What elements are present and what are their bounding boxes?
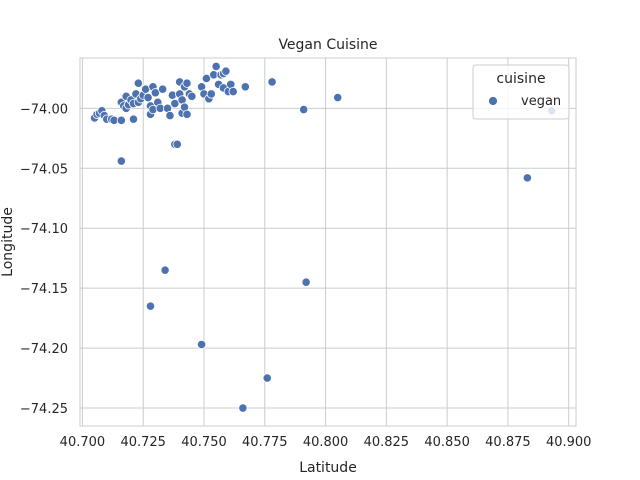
- x-tick-label: 40.825: [364, 435, 410, 450]
- x-tick-label: 40.800: [303, 435, 349, 450]
- data-point: [333, 92, 343, 103]
- legend-box: [472, 64, 570, 120]
- data-point: [228, 86, 238, 97]
- x-axis-label: Latitude: [299, 460, 357, 476]
- data-point: [522, 173, 532, 183]
- data-point: [128, 114, 139, 124]
- data-point: [299, 104, 309, 115]
- x-tick-label: 40.775: [242, 435, 288, 450]
- data-point: [133, 78, 143, 88]
- x-tick-label: 40.900: [546, 435, 592, 450]
- y-tick-label: −74.25: [20, 402, 68, 417]
- legend: cuisine vegan: [472, 64, 570, 120]
- x-tick-labels: 40.700 40.725 40.750 40.775 40.800 40.825 40.8…: [60, 435, 592, 450]
- data-point: [262, 373, 272, 383]
- data-point: [182, 109, 192, 119]
- data-point: [116, 156, 126, 166]
- x-tick-label: 40.700: [60, 435, 106, 450]
- legend-marker-vegan: [488, 96, 498, 106]
- data-point: [201, 73, 212, 83]
- data-point: [267, 77, 277, 87]
- data-point: [182, 78, 192, 88]
- data-point: [172, 139, 182, 149]
- data-points: [89, 61, 557, 413]
- data-point: [170, 98, 180, 109]
- y-tick-labels: −74.00 −74.05 −74.10 −74.15 −74.20 −74.25: [20, 102, 68, 417]
- data-point: [158, 84, 168, 94]
- y-tick-label: −74.00: [20, 102, 68, 117]
- data-point: [240, 82, 250, 92]
- data-point: [143, 92, 153, 103]
- y-tick-label: −74.05: [20, 162, 68, 177]
- data-point: [301, 277, 311, 287]
- data-point: [206, 89, 216, 99]
- legend-title: cuisine: [496, 71, 545, 87]
- data-point: [145, 301, 156, 311]
- data-point: [150, 88, 160, 98]
- data-point: [221, 66, 231, 76]
- y-tick-label: −74.20: [20, 342, 68, 357]
- data-point: [160, 265, 170, 275]
- y-tick-label: −74.15: [20, 282, 68, 297]
- x-tick-label: 40.875: [485, 435, 531, 450]
- x-tick-label: 40.725: [120, 435, 166, 450]
- data-point: [165, 110, 175, 121]
- data-point: [238, 403, 248, 413]
- y-axis-label: Longitude: [0, 207, 16, 277]
- x-tick-label: 40.750: [181, 435, 227, 450]
- plot-frame: [79, 57, 577, 427]
- data-point: [211, 61, 221, 71]
- x-tick-label: 40.850: [424, 435, 470, 450]
- data-point: [196, 339, 207, 350]
- data-point: [116, 115, 126, 125]
- chart-title: Vegan Cuisine: [278, 37, 377, 53]
- y-tick-label: −74.10: [20, 222, 68, 237]
- data-point: [187, 91, 197, 101]
- legend-label-vegan: vegan: [521, 94, 561, 109]
